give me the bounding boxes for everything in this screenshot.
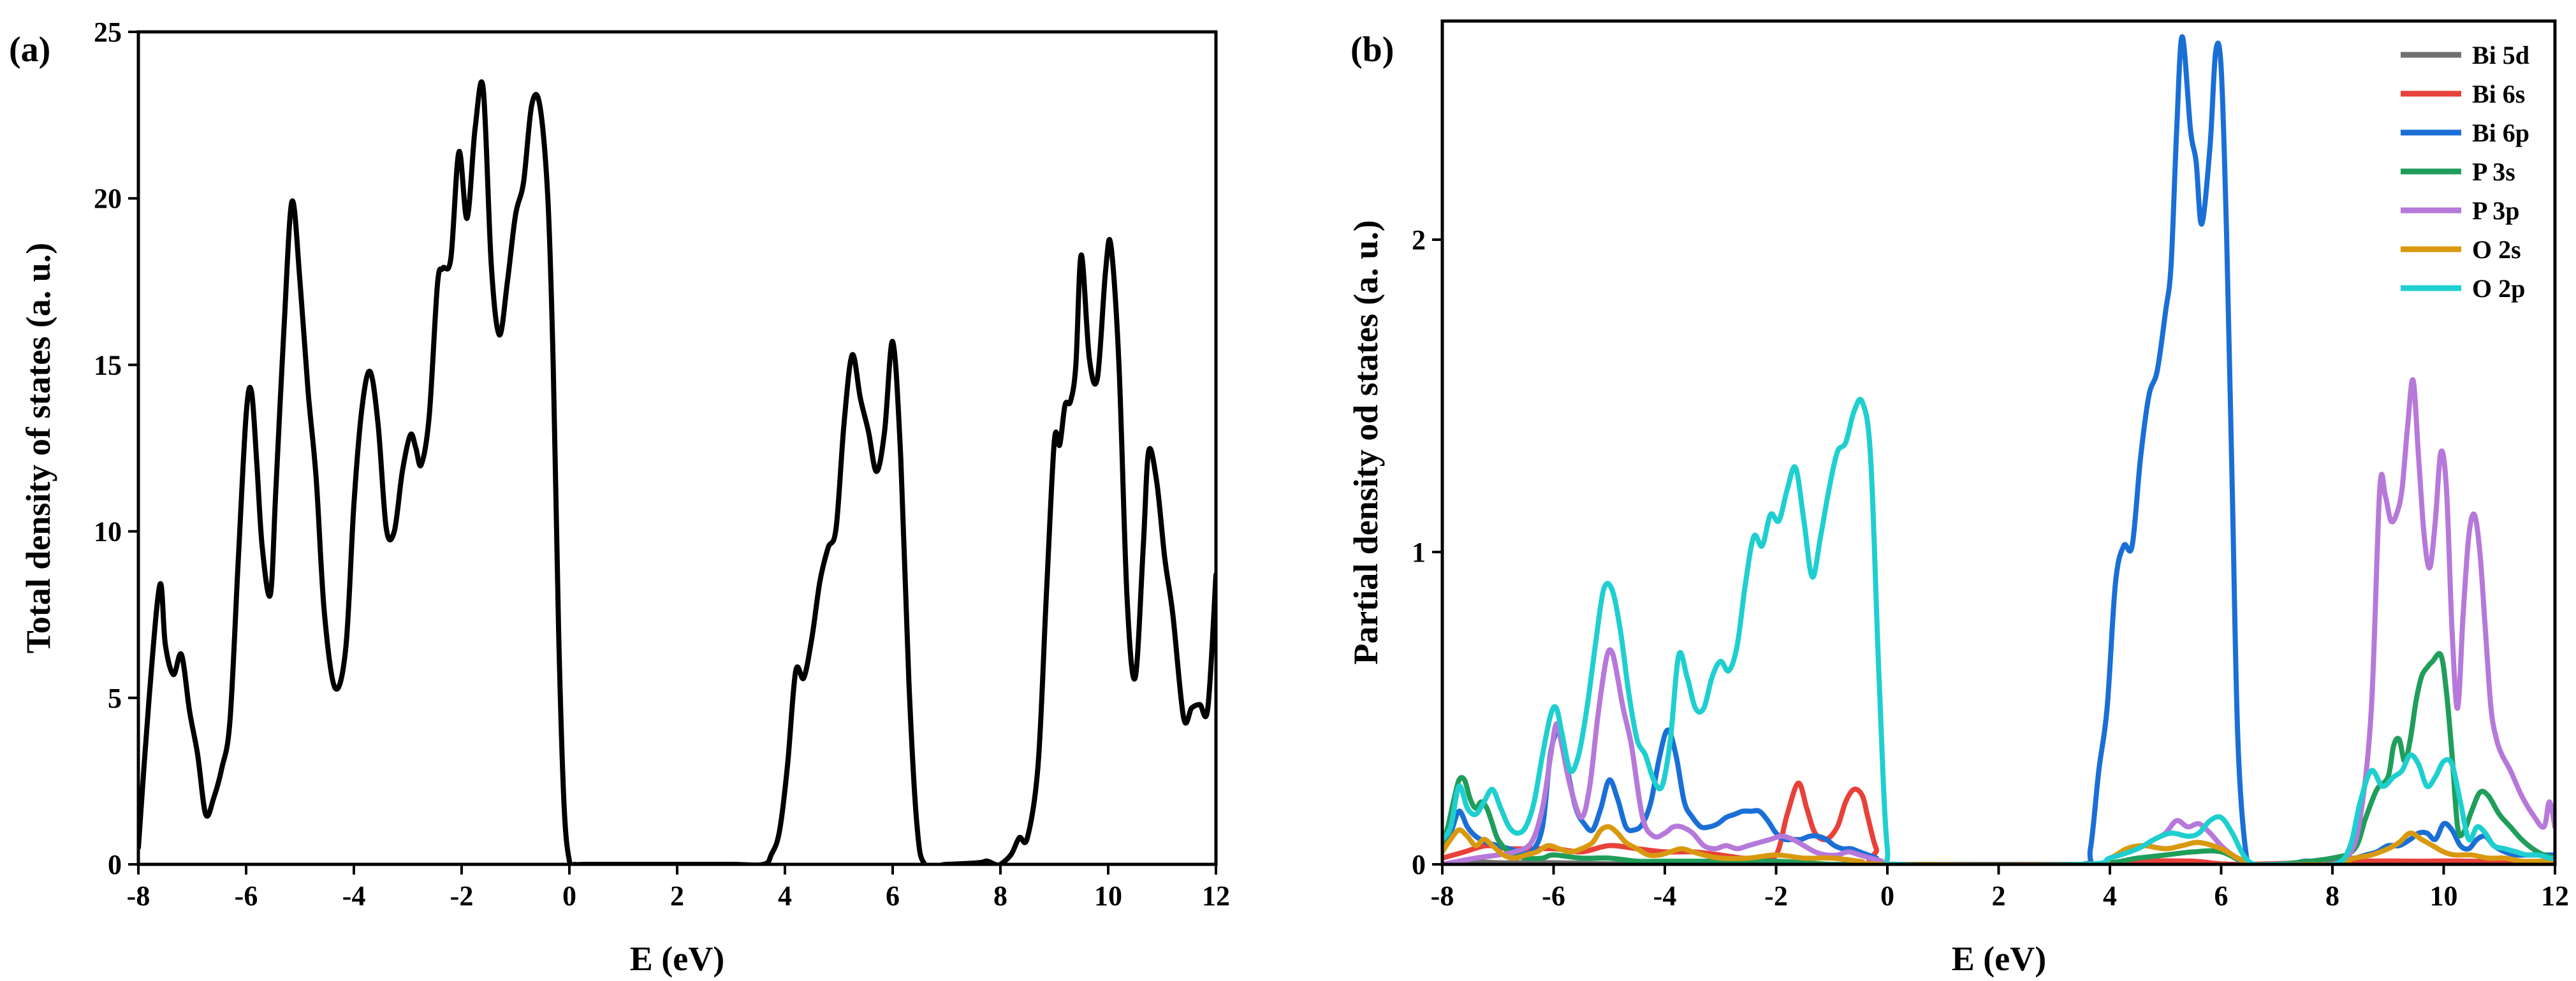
panel-a-x-tick-label: -2: [450, 880, 474, 912]
legend-label-bi-6s: Bi 6s: [2472, 80, 2525, 108]
panel-b-x-tick-label: 8: [2325, 880, 2339, 912]
panel-b-x-axis-title: E (eV): [1952, 940, 2046, 978]
panel-a-plot-area: [138, 79, 1216, 864]
panel-a-x-tick-label: -4: [342, 880, 366, 912]
panel-b-series-bi-6p: [1442, 34, 2555, 864]
panel-b-series-p-3p: [1442, 377, 2555, 864]
panel-b-x-tick-label: 6: [2214, 880, 2228, 912]
panel-b-series-bi-5d: [1442, 859, 2555, 864]
panel-a-x-tick-label: 0: [562, 880, 576, 912]
panel-a-x-tick-label: 6: [886, 880, 900, 912]
panel-b: (b) -8 -6 -4 -2 0 2 4 6 8 10 12 012 E (eV) Partial…: [1347, 19, 2569, 978]
panel-b-x-tick-label: -4: [1653, 880, 1677, 912]
legend-label-p-3s: P 3s: [2472, 157, 2515, 186]
panel-b-series-o-2s: [1442, 824, 2555, 864]
panel-a-y-tick-label: 25: [94, 17, 122, 48]
panel-a-x-axis-title: E (eV): [630, 940, 724, 978]
panel-b-x-tick-label: -6: [1542, 880, 1565, 912]
panel-b-y-tick-label: 0: [1412, 849, 1426, 880]
panel-a-y-tick-label: 15: [94, 349, 122, 381]
panel-a-y-tick-label: 10: [94, 516, 122, 548]
panel-b-x-tick-label: -8: [1431, 880, 1454, 912]
panel-a-x-axis: -8 -6 -4 -2 0 2 4 6 8 10 12: [127, 864, 1230, 912]
panel-b-series-o-2p: [1442, 396, 2555, 864]
panel-b-y-tick-label: 2: [1412, 224, 1426, 256]
panel-b-frame: [1440, 19, 2557, 866]
panel-a-y-tick-label: 20: [94, 183, 122, 214]
panel-a-y-tick-label: 5: [108, 683, 122, 714]
legend-label-p-3p: P 3p: [2472, 196, 2519, 225]
panel-b-series-p-3s: [1442, 651, 2555, 864]
legend-label-o-2p: O 2p: [2472, 274, 2525, 303]
panel-a-x-tick-label: 12: [1202, 880, 1230, 912]
panel-a-y-axis: 0 5 10 15 20 25: [94, 17, 138, 880]
panel-a-x-tick-label: -6: [235, 880, 258, 912]
panel-b-x-axis: -8 -6 -4 -2 0 2 4 6 8 10 12: [1431, 864, 2569, 912]
panel-a-x-tick-label: -8: [127, 880, 150, 912]
legend-label-bi-5d: Bi 5d: [2472, 41, 2529, 69]
panel-b-y-axis: 0 1 2: [1412, 224, 1442, 880]
panel-b-y-axis-title: Partial density od states (a. u.): [1347, 220, 1385, 664]
panel-b-x-tick-label: 12: [2541, 880, 2569, 912]
panel-a-x-tick-label: 2: [670, 880, 684, 912]
panel-b-y-tick-label: 1: [1412, 537, 1426, 568]
panel-b-legend: Bi 5d Bi 6s Bi 6p P 3s P 3p O 2s O 2p: [2401, 41, 2529, 303]
panel-a-x-tick-label: 10: [1094, 880, 1122, 912]
panel-b-x-tick-label: 4: [2103, 880, 2117, 912]
panel-b-label: (b): [1350, 30, 1394, 69]
panel-b-x-tick-label: 2: [1992, 880, 2006, 912]
panel-a-x-tick-label: 4: [778, 880, 792, 912]
panel-a-label: (a): [9, 30, 50, 69]
panel-a-y-tick-label: 0: [108, 849, 122, 880]
panel-b-x-tick-label: -2: [1764, 880, 1788, 912]
panel-a-x-tick-label: 8: [993, 880, 1007, 912]
legend-label-o-2s: O 2s: [2472, 235, 2521, 264]
legend-label-bi-6p: Bi 6p: [2472, 119, 2529, 147]
panel-b-x-tick-label: 10: [2430, 880, 2458, 912]
panel-a-series-total: [138, 79, 1216, 864]
panel-b-x-tick-label: 0: [1880, 880, 1894, 912]
panel-b-plot-area: [1442, 34, 2555, 864]
panel-a-y-axis-title: Total density of states (a. u.): [19, 243, 57, 654]
